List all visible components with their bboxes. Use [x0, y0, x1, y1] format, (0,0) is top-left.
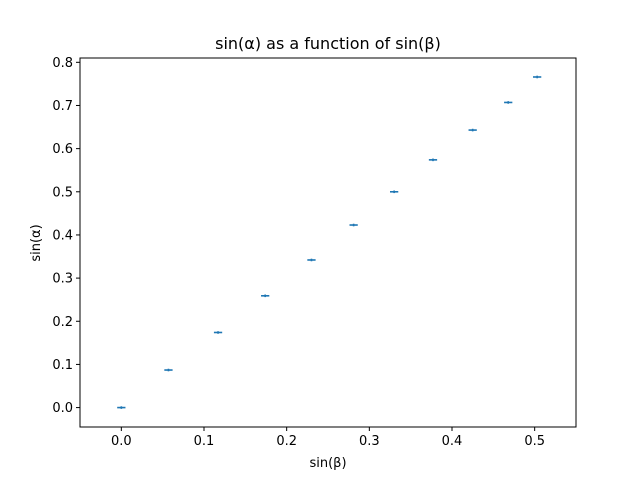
data-point [261, 294, 270, 298]
y-tick-label: 0.6 [52, 142, 73, 157]
y-tick-label: 0.2 [52, 315, 73, 330]
y-tick-label: 0.8 [52, 56, 73, 71]
y-tick-label: 0.5 [52, 185, 73, 200]
x-tick-label: 0.2 [276, 434, 297, 449]
x-tick-label: 0.3 [359, 434, 380, 449]
data-point [307, 258, 316, 262]
x-tick-label: 0.4 [442, 434, 463, 449]
data-points [117, 75, 542, 409]
x-tick-label: 0.5 [524, 434, 545, 449]
data-point [213, 331, 223, 334]
x-axis: 0.0 0.1 0.2 0.3 0.4 0.5 [111, 427, 545, 449]
data-point [390, 190, 399, 194]
data-point [164, 368, 173, 372]
data-point [504, 101, 513, 104]
data-point [533, 75, 542, 79]
data-point [428, 158, 438, 162]
data-point [117, 406, 126, 409]
y-axis: 0.0 0.1 0.2 0.3 0.4 0.5 0.6 0.7 0.8 [52, 56, 80, 416]
x-tick-label: 0.0 [111, 434, 132, 449]
x-axis-label: sin(β) [309, 456, 346, 471]
x-tick-label: 0.1 [194, 434, 215, 449]
y-axis-label: sin(α) [29, 224, 44, 261]
y-tick-label: 0.7 [52, 99, 73, 114]
chart-title: sin(α) as a function of sin(β) [215, 34, 441, 53]
y-tick-label: 0.4 [52, 228, 73, 243]
y-tick-label: 0.3 [52, 272, 73, 287]
y-tick-label: 0.1 [52, 358, 73, 373]
y-tick-label: 0.0 [52, 401, 73, 416]
plot-area-frame [79, 57, 577, 428]
data-point [349, 223, 358, 227]
data-point [468, 128, 477, 132]
